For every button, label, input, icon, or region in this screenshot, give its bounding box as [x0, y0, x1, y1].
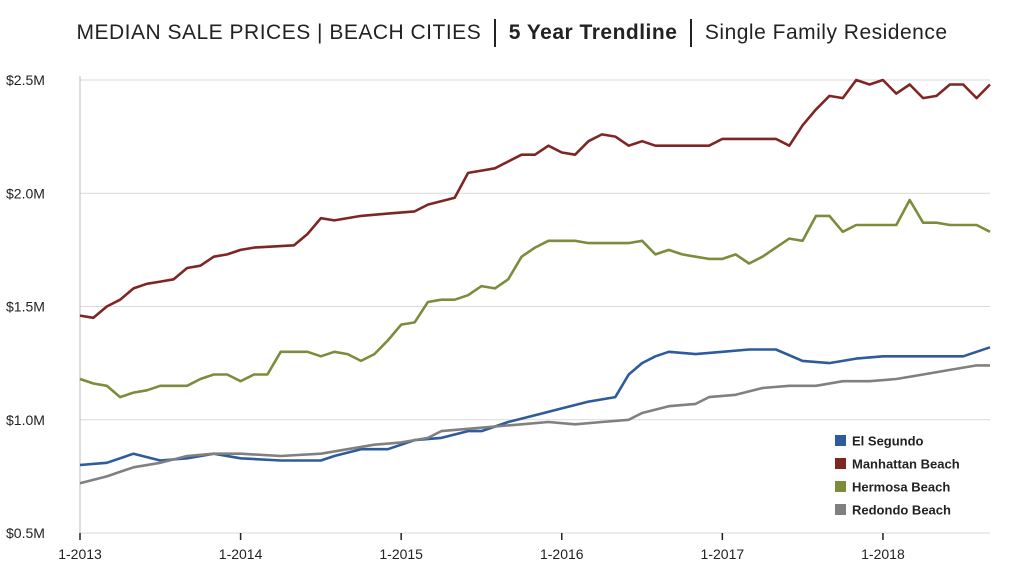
- chart-title-part2: 5 Year Trendline: [508, 21, 678, 44]
- legend-swatch: [835, 458, 846, 469]
- series-line-redondo-beach: [79, 364, 990, 485]
- x-axis-ticks: 1-2013 1-2014 1-2015 1-2016 1-2017 1-2018: [58, 533, 905, 562]
- chart-title: MEDIAN SALE PRICES | BEACH CITIES 5 Year…: [0, 18, 1024, 48]
- chart-title-part1: MEDIAN SALE PRICES | BEACH CITIES: [76, 21, 482, 44]
- chart-title-part3: Single Family Residence: [704, 21, 948, 44]
- x-tick-label: 1-2015: [379, 546, 423, 562]
- legend: El Segundo Manhattan Beach Hermosa Beach Re…: [835, 434, 960, 518]
- x-tick-label: 1-2016: [540, 546, 584, 562]
- series-line-manhattan-beach: [79, 78, 991, 320]
- y-tick-label: $1.0M: [6, 412, 45, 428]
- x-tick-label: 1-2018: [861, 546, 905, 562]
- series-lines: [79, 78, 991, 485]
- legend-swatch: [835, 504, 846, 515]
- title-separator: [494, 19, 496, 47]
- y-tick-label: $2.5M: [6, 72, 45, 88]
- legend-swatch: [835, 435, 846, 446]
- x-tick-label: 1-2017: [701, 546, 745, 562]
- x-tick-label: 1-2013: [58, 546, 102, 562]
- y-tick-label: $0.5M: [6, 525, 45, 541]
- y-tick-label: $2.0M: [6, 185, 45, 201]
- legend-label: Hermosa Beach: [852, 480, 950, 495]
- title-separator: [690, 19, 692, 47]
- series-line-hermosa-beach: [79, 198, 991, 399]
- x-tick-label: 1-2014: [219, 546, 263, 562]
- legend-label: Redondo Beach: [852, 503, 951, 518]
- y-axis-ticks: $2.5M $2.0M $1.5M $1.0M $0.5M: [6, 72, 45, 541]
- legend-swatch: [835, 481, 846, 492]
- gridlines: [79, 76, 990, 534]
- series-line-el-segundo: [79, 346, 991, 467]
- legend-label: Manhattan Beach: [852, 457, 960, 472]
- y-tick-label: $1.5M: [6, 299, 45, 315]
- legend-label: El Segundo: [852, 434, 924, 449]
